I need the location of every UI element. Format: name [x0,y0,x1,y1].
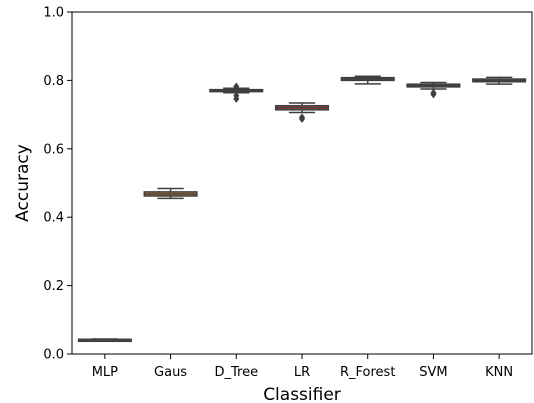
x-axis-label: Classifier [263,385,341,403]
y-tick-label: 0.0 [43,348,64,363]
plot-area [77,75,527,343]
x-tick-label: LR [294,365,310,380]
box-group-knn [472,76,527,85]
box-group-lr [274,102,330,124]
x-tick-label: SVM [419,365,447,380]
outlier-point [299,115,305,124]
x-tick-label: KNN [485,365,513,380]
box-group-mlp [77,338,132,343]
x-tick-label: MLP [92,365,118,380]
x-tick-label: Gaus [154,365,187,380]
box-group-r_forest [340,75,395,85]
y-tick-label: 0.6 [43,142,64,157]
outlier-point [233,94,240,103]
box-group-d_tree [209,82,264,103]
outlier-point [233,82,240,91]
box-group-svm [406,81,461,99]
y-axis-label: Accuracy [13,144,33,222]
box-group-gaus [143,187,198,200]
x-tick-label: D_Tree [214,365,258,380]
y-tick-label: 1.0 [43,6,64,21]
y-tick-label: 0.8 [43,74,64,89]
y-tick-label: 0.4 [43,211,64,226]
y-tick-label: 0.2 [43,279,64,294]
outlier-point [430,90,437,99]
axes-layer: 0.0 0.2 0.4 0.6 0.8 1.0 MLP Gaus D_Tree LR R_Fores… [43,6,533,380]
x-tick-label: R_Forest [340,365,395,380]
axes-frame [71,11,533,355]
